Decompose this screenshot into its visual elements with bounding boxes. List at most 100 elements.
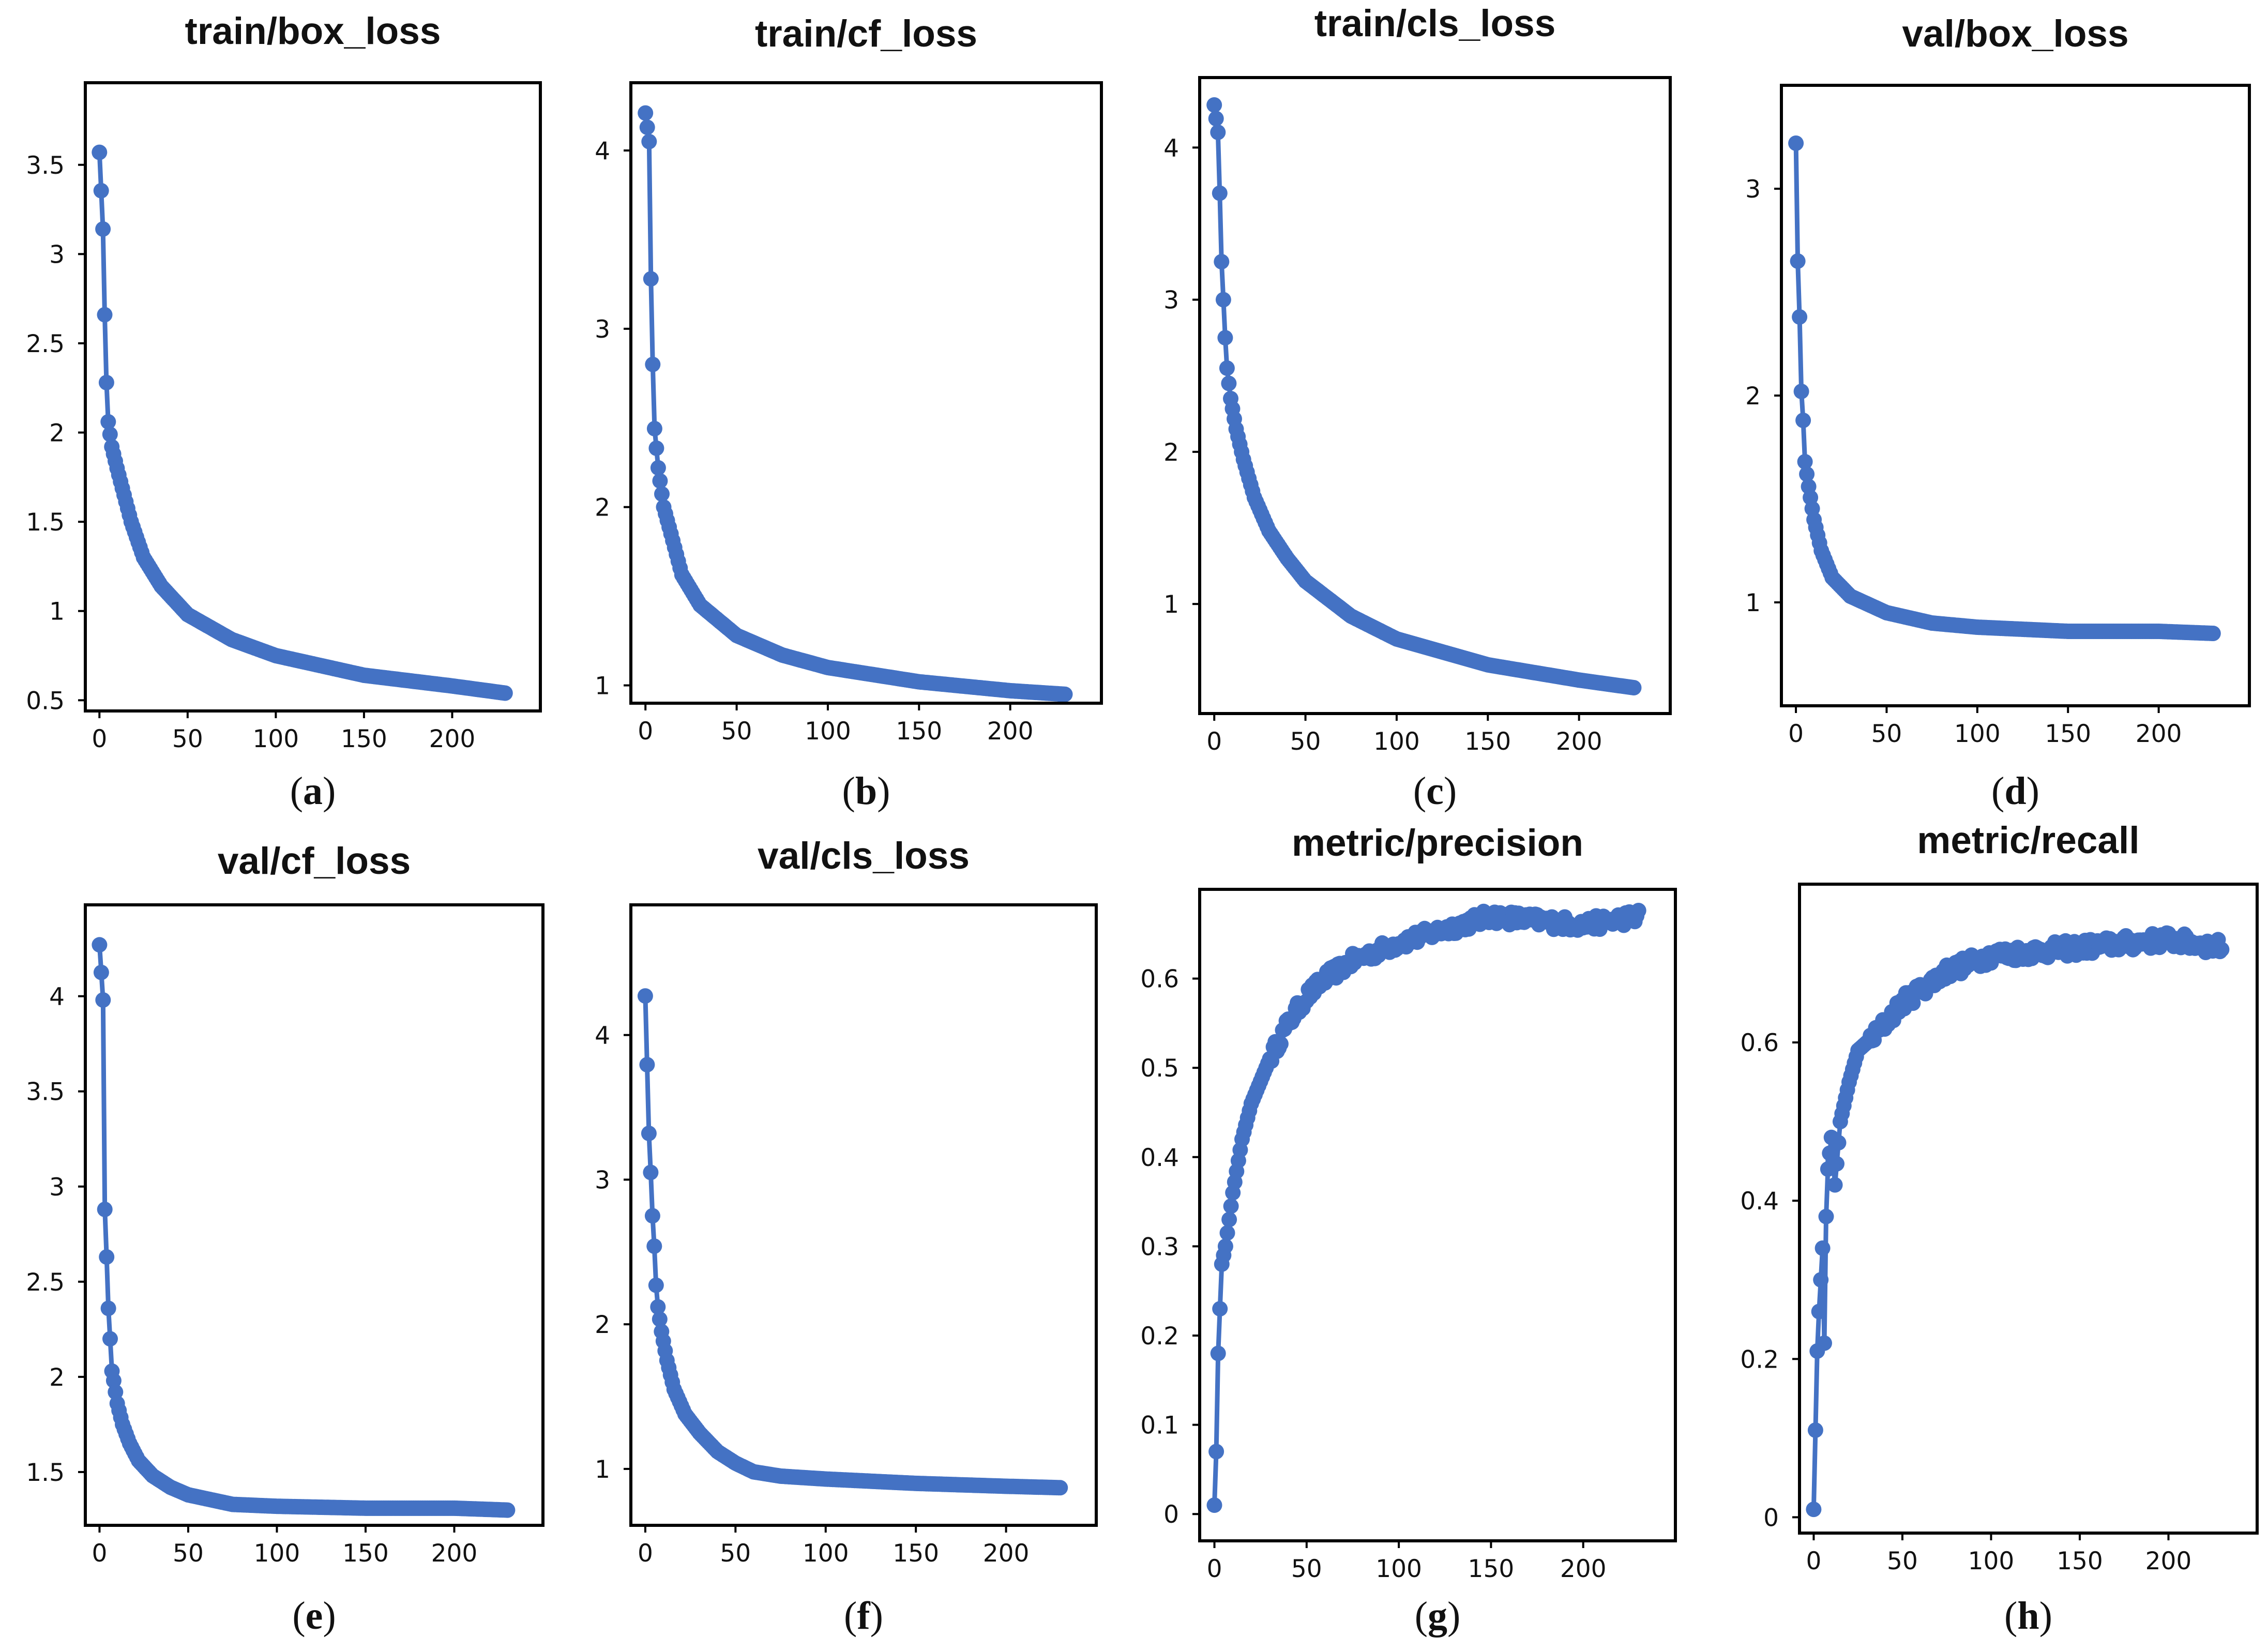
data-point (639, 119, 655, 135)
chart-h: metric/recall 0 50 100 150 200 0 0.2 0.4 0.6 (h) (1740, 820, 2259, 1638)
y-tick-label: 2 (595, 1311, 610, 1339)
data-point (650, 1299, 666, 1315)
data-point (1788, 135, 1804, 151)
y-tick-label: 1 (595, 672, 610, 701)
data-point (1793, 384, 1809, 399)
data-point (93, 964, 109, 980)
y-tick-label: 4 (1163, 134, 1179, 162)
x-tick-label: 100 (803, 1539, 849, 1568)
x-tick-label: 0 (1806, 1547, 1821, 1575)
y-tick-label: 1 (595, 1456, 610, 1484)
x-tick-label: 150 (342, 1539, 389, 1568)
data-point (1221, 1211, 1237, 1227)
x-tick-label: 200 (431, 1539, 478, 1568)
data-point (1817, 1335, 1832, 1351)
data-point (497, 685, 513, 701)
x-tick-label: 150 (1468, 1555, 1515, 1583)
subfigure-caption: (c) (1413, 769, 1457, 813)
data-point (648, 1277, 664, 1293)
data-point (95, 992, 111, 1008)
x-tick-label: 200 (2145, 1547, 2192, 1575)
data-point (1815, 1240, 1831, 1256)
data-point (95, 221, 111, 237)
data-point (102, 427, 118, 442)
data-point (1827, 1177, 1843, 1193)
data-point (1811, 1304, 1827, 1320)
data-points (1806, 925, 2230, 1518)
y-tick-label: 1.5 (26, 1459, 65, 1487)
subfigure-caption: (d) (1991, 769, 2039, 813)
chart-g: metric/precision 0 50 100 150 200 0 0.1 0.2 0.3 0.… (1140, 822, 1677, 1638)
y-tick-label: 0 (1163, 1501, 1179, 1529)
data-point (97, 1202, 113, 1217)
x-tick-label: 50 (721, 717, 752, 746)
data-point (1799, 466, 1815, 482)
data-point (1806, 1502, 1822, 1518)
x-tick-label: 200 (429, 725, 476, 753)
data-point (650, 460, 666, 476)
series-line (643, 996, 1061, 1490)
x-tick-label: 100 (1968, 1547, 2015, 1575)
data-point (1214, 254, 1230, 270)
data-point (2205, 626, 2221, 641)
y-tick-label: 1.5 (26, 508, 65, 537)
data-point (638, 105, 654, 121)
y-tick-label: 0.2 (1140, 1322, 1179, 1351)
y-tick-label: 1 (1745, 589, 1761, 617)
data-point (108, 1384, 124, 1400)
y-tick-label: 4 (595, 1022, 610, 1050)
data-point (1626, 680, 1642, 695)
data-point (99, 1249, 115, 1265)
plot-frame (1198, 76, 1672, 715)
data-point (1206, 1497, 1222, 1513)
x-tick-label: 50 (173, 1539, 204, 1568)
data-point (1057, 686, 1073, 702)
data-point (652, 1311, 668, 1327)
y-tick-label: 4 (595, 137, 610, 165)
x-tick-label: 50 (1887, 1547, 1918, 1575)
y-tick-label: 2.5 (26, 1268, 65, 1297)
data-point (644, 1208, 660, 1224)
data-point (648, 440, 664, 456)
data-point (1813, 1272, 1829, 1288)
y-tick-label: 0.4 (1140, 1144, 1179, 1172)
data-point (1790, 253, 1806, 269)
y-tick-label: 1 (1163, 590, 1179, 619)
x-tick-label: 100 (1373, 728, 1420, 756)
x-tick-label: 150 (896, 717, 942, 746)
chart-title: metric/precision (1292, 822, 1583, 864)
data-point (646, 421, 662, 436)
subfigure-caption: (g) (1415, 1594, 1461, 1638)
x-tick-label: 50 (1291, 1555, 1322, 1583)
y-tick-label: 2 (49, 419, 65, 448)
x-tick-label: 200 (987, 717, 1034, 746)
chart-a: train/box_loss 0 50 100 150 200 0.5 1 1.5 2 2.5 3 3.… (26, 10, 542, 813)
subfigure-caption: (b) (842, 769, 890, 813)
plot-frame (629, 81, 1103, 705)
data-point (100, 1300, 116, 1316)
x-tick-label: 0 (638, 717, 653, 746)
data-point (1795, 413, 1811, 428)
chart-title: val/cf_loss (218, 840, 411, 882)
data-point (643, 1164, 659, 1180)
data-point (1217, 1238, 1233, 1254)
y-tick-label: 3 (49, 240, 65, 269)
x-tick-label: 0 (1206, 728, 1222, 756)
y-tick-label: 2 (595, 494, 610, 522)
y-tick-label: 0 (1763, 1504, 1779, 1532)
data-point (1807, 1422, 1823, 1438)
x-tick-label: 50 (172, 725, 203, 753)
data-points (1788, 135, 2221, 641)
data-point (1223, 1198, 1239, 1214)
data-point (105, 1373, 122, 1389)
y-tick-label: 2 (49, 1363, 65, 1392)
y-tick-label: 3.5 (26, 1078, 65, 1107)
series-line (97, 152, 506, 695)
data-point (641, 1126, 657, 1141)
plot-frame (1780, 84, 2251, 707)
chart-title: train/cf_loss (755, 13, 977, 55)
data-point (1831, 1135, 1847, 1150)
data-point (2214, 942, 2230, 958)
data-point (100, 414, 116, 430)
x-tick-label: 50 (720, 1539, 751, 1568)
